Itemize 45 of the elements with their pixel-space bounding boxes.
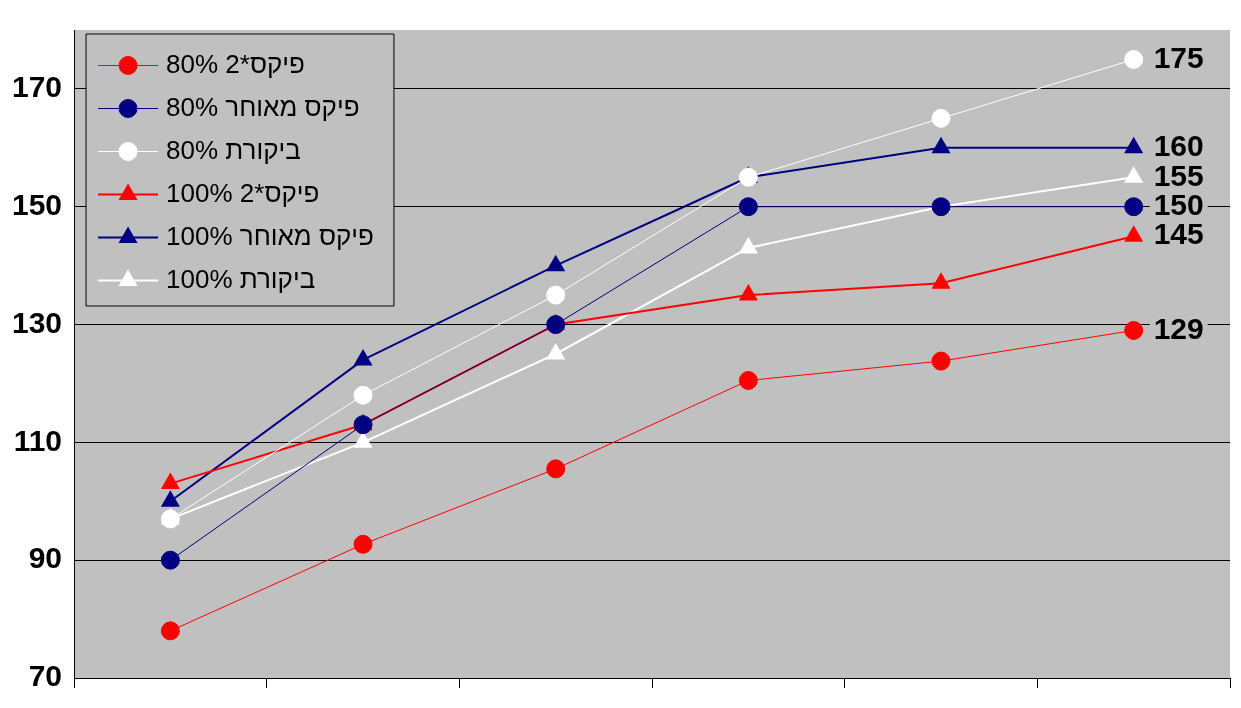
y-tick-label: 90 <box>28 541 63 575</box>
y-tick-label: 130 <box>11 305 63 339</box>
point <box>161 473 180 490</box>
y-tick-label: 150 <box>11 187 63 221</box>
point <box>354 349 372 366</box>
legend-label: פיקס מאוחר 80% <box>166 91 360 122</box>
point <box>546 344 565 360</box>
point <box>931 108 951 128</box>
point <box>1124 167 1143 183</box>
point <box>931 351 951 371</box>
data-label: 175 <box>1153 40 1204 74</box>
legend-label: פיקס מאוחר 100% <box>166 220 374 251</box>
point <box>546 255 565 272</box>
point <box>1124 49 1144 69</box>
point <box>1124 226 1143 242</box>
point <box>546 285 566 305</box>
point <box>738 167 758 187</box>
legend-label: פיקס*2 80% <box>166 48 305 79</box>
point <box>738 197 758 217</box>
point <box>739 237 758 254</box>
point <box>738 371 758 391</box>
point <box>160 550 180 570</box>
point <box>932 137 950 154</box>
y-tick-label: 170 <box>11 70 63 104</box>
point <box>353 534 373 554</box>
point <box>739 285 758 301</box>
point <box>931 197 951 217</box>
point <box>546 315 566 335</box>
point <box>160 509 180 529</box>
point <box>932 273 950 289</box>
legend-label: ביקורת 100% <box>166 263 316 294</box>
point <box>1124 137 1143 154</box>
point <box>160 621 180 641</box>
y-tick-label: 70 <box>28 659 63 693</box>
point <box>1124 320 1144 340</box>
point <box>1124 197 1144 217</box>
point <box>353 385 373 405</box>
data-label: 129 <box>1153 311 1204 345</box>
point <box>353 415 373 435</box>
y-tick-label: 110 <box>13 423 63 457</box>
legend-label: ביקורת 80% <box>166 134 301 165</box>
point <box>161 491 180 507</box>
point <box>546 459 566 479</box>
legend-label: פיקס*2 100% <box>166 177 320 208</box>
point <box>354 432 372 448</box>
